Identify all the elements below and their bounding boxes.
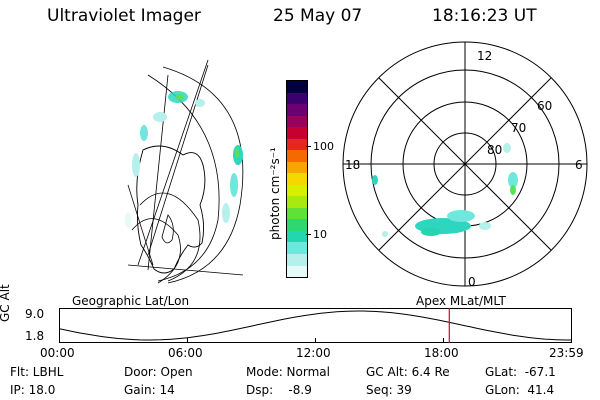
mlt-label-6: 6 <box>575 158 583 172</box>
colorbar-segment <box>287 242 307 254</box>
altitude-xticks <box>59 338 572 343</box>
grid-arc <box>131 218 181 284</box>
mlt-axis <box>378 77 552 251</box>
colorbar-segment <box>287 81 307 93</box>
auroral-emission <box>125 91 243 228</box>
mlt-label-0: 0 <box>468 275 476 289</box>
meridian-line <box>147 64 209 256</box>
status-glon: GLon: 41.4 <box>485 383 555 397</box>
altitude-ylabel: GC Alt <box>0 284 12 322</box>
lat-label-60: 60 <box>537 99 552 113</box>
coastline <box>136 145 206 274</box>
altitude-xtick: 06:00 <box>168 346 203 360</box>
parallel-line <box>127 264 244 276</box>
grid-arc <box>139 192 201 282</box>
lat-label-70: 70 <box>511 121 526 135</box>
status-door: Door: Open <box>124 365 193 379</box>
colorbar-tick <box>306 234 311 235</box>
colorbar-segment <box>287 196 307 208</box>
colorbar-segment <box>287 104 307 116</box>
altitude-xtick: 18:00 <box>424 346 459 360</box>
colorbar-segment <box>287 138 307 151</box>
altitude-xtick: 00:00 <box>40 346 75 360</box>
colorbar-segment <box>287 92 307 105</box>
colorbar-segment <box>287 161 307 174</box>
grid-arc <box>162 66 244 284</box>
colorbar-segment <box>287 150 307 162</box>
colorbar-segment <box>287 173 307 185</box>
colorbar-segment <box>287 253 307 266</box>
mlt-label-18: 18 <box>345 158 360 172</box>
colorbar <box>286 80 308 278</box>
time-label: 18:16:23 UT <box>432 6 537 26</box>
status-dsp: Dsp: -8.9 <box>246 383 312 397</box>
auroral-oval <box>372 143 518 237</box>
colorbar-segment <box>287 265 307 277</box>
colorbar-label: photon cm⁻²s⁻¹ <box>268 147 282 240</box>
colorbar-segment <box>287 230 307 243</box>
colorbar-tick-label: 100 <box>313 140 334 153</box>
status-gc-alt: GC Alt: 6.4 Re <box>366 365 450 379</box>
colorbar-segment <box>287 184 307 197</box>
status-flt: Flt: LBHL <box>10 365 64 379</box>
altitude-plot <box>59 308 572 343</box>
grid-arc <box>147 74 220 282</box>
status-ip: IP: 18.0 <box>10 383 56 397</box>
altitude-curve <box>59 310 572 341</box>
polar-panel-title: Apex MLat/MLT <box>416 294 506 308</box>
date-label: 25 May 07 <box>273 6 363 26</box>
mlt-label-12: 12 <box>477 49 492 63</box>
colorbar-tick <box>306 146 311 147</box>
meridian-line <box>147 74 169 271</box>
status-gain: Gain: 14 <box>124 383 175 397</box>
instrument-title: Ultraviolet Imager <box>47 6 201 26</box>
coastline-inner <box>161 214 174 244</box>
meridian-line <box>137 59 209 266</box>
colorbar-segment <box>287 219 307 231</box>
altitude-xtick: 23:59 <box>549 346 584 360</box>
altitude-ytick: 9.0 <box>25 307 45 321</box>
colorbar-segment <box>287 207 307 220</box>
polar-mlat-mlt-plot: 12 18 6 0 60 70 80 <box>342 41 588 289</box>
status-glat: GLat: -67.1 <box>485 365 556 379</box>
geographic-projection-panel <box>125 59 244 284</box>
status-mode: Mode: Normal <box>246 365 330 379</box>
status-seq: Seq: 39 <box>366 383 412 397</box>
altitude-ytick: 1.8 <box>25 329 45 343</box>
geo-panel-title: Geographic Lat/Lon <box>72 294 190 308</box>
colorbar-segment <box>287 127 307 139</box>
lat-label-80: 80 <box>487 143 502 157</box>
altitude-xtick: 12:00 <box>296 346 331 360</box>
colorbar-tick-label: 10 <box>313 228 327 241</box>
colorbar-segment <box>287 115 307 128</box>
